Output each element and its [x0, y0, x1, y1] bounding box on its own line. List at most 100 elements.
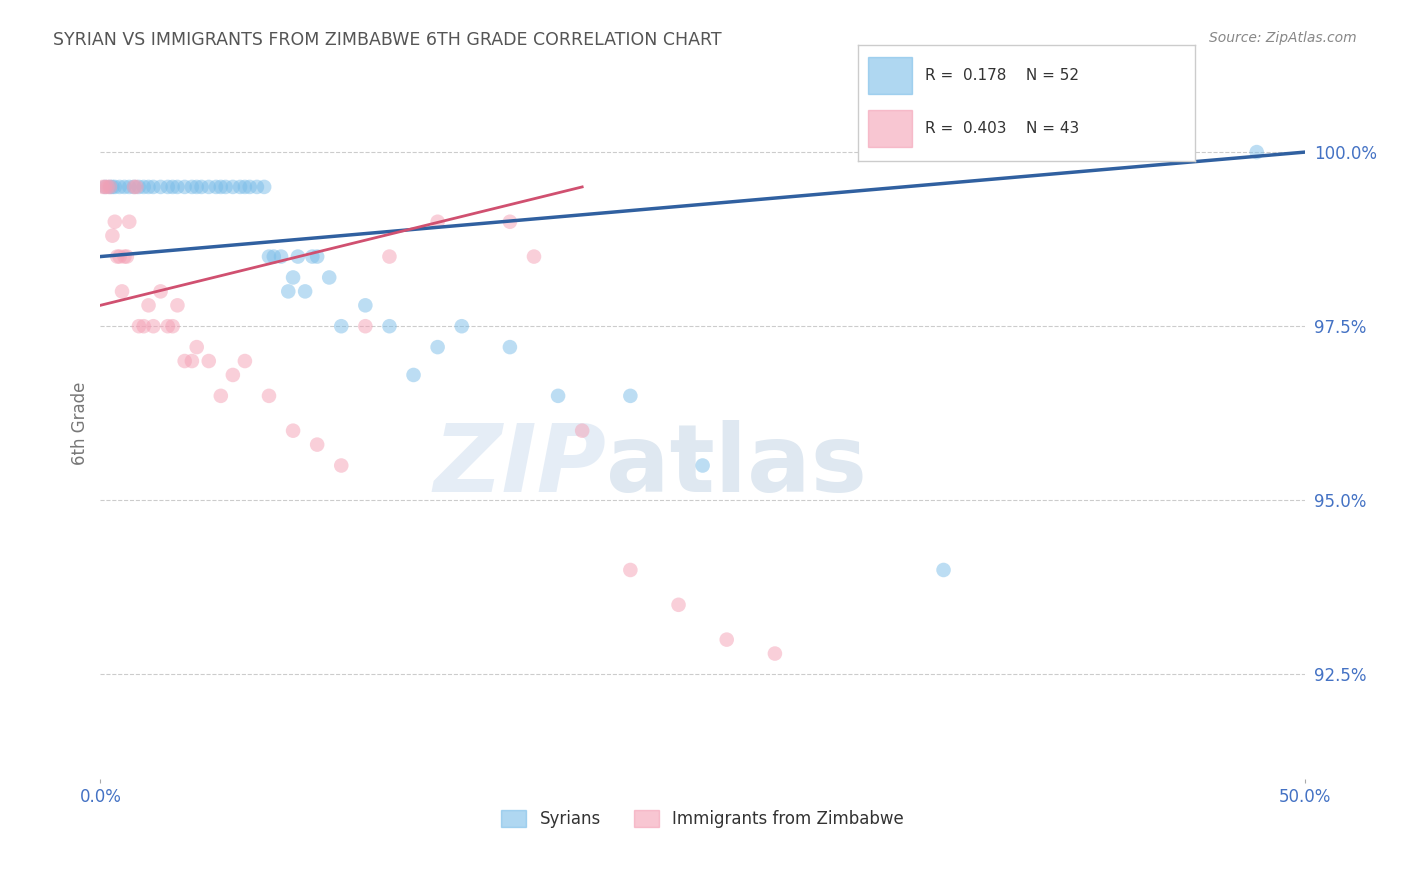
Point: [354, 298, 377, 312]
Point: [138, 298, 160, 312]
Point: [233, 180, 256, 194]
Point: [209, 389, 232, 403]
Point: [222, 368, 245, 382]
Bar: [868, 110, 911, 146]
Text: R =  0.403    N = 43: R = 0.403 N = 43: [925, 120, 1080, 136]
Point: [173, 354, 195, 368]
Point: [156, 319, 179, 334]
Point: [108, 180, 131, 194]
Point: [94, 180, 117, 194]
Point: [619, 563, 641, 577]
Point: [763, 647, 786, 661]
Point: [301, 250, 323, 264]
Point: [122, 180, 145, 194]
Point: [105, 250, 128, 264]
Point: [378, 250, 401, 264]
Point: [257, 250, 280, 264]
Point: [132, 319, 155, 334]
Point: [281, 270, 304, 285]
Point: [142, 180, 165, 194]
Point: [104, 180, 127, 194]
Point: [277, 285, 299, 299]
Point: [547, 389, 569, 403]
Point: [128, 319, 150, 334]
Point: [114, 250, 136, 264]
Point: [180, 354, 202, 368]
Point: [98, 180, 121, 194]
Text: Source: ZipAtlas.com: Source: ZipAtlas.com: [1209, 31, 1357, 45]
Point: [162, 319, 184, 334]
Point: [229, 180, 252, 194]
Point: [281, 424, 304, 438]
Text: SYRIAN VS IMMIGRANTS FROM ZIMBABWE 6TH GRADE CORRELATION CHART: SYRIAN VS IMMIGRANTS FROM ZIMBABWE 6TH G…: [53, 31, 723, 49]
Point: [318, 270, 340, 285]
Point: [108, 250, 131, 264]
Point: [97, 180, 120, 194]
Point: [101, 228, 124, 243]
Point: [1246, 145, 1268, 160]
Point: [132, 180, 155, 194]
Point: [166, 298, 188, 312]
Point: [125, 180, 148, 194]
Point: [111, 285, 134, 299]
Point: [270, 250, 292, 264]
Point: [91, 180, 114, 194]
Point: [173, 180, 195, 194]
Point: [149, 180, 172, 194]
Point: [668, 598, 690, 612]
Point: [197, 180, 219, 194]
Point: [253, 180, 276, 194]
Point: [233, 354, 256, 368]
Point: [378, 319, 401, 334]
Point: [115, 250, 138, 264]
Point: [402, 368, 425, 382]
Point: [239, 180, 262, 194]
Point: [450, 319, 472, 334]
Point: [287, 250, 309, 264]
Point: [499, 215, 522, 229]
Point: [104, 215, 127, 229]
Point: [205, 180, 228, 194]
Point: [571, 424, 593, 438]
Point: [294, 285, 316, 299]
Point: [180, 180, 202, 194]
Point: [354, 319, 377, 334]
Point: [156, 180, 179, 194]
Point: [149, 285, 172, 299]
Point: [118, 215, 141, 229]
Point: [197, 354, 219, 368]
Point: [101, 180, 124, 194]
Point: [190, 180, 212, 194]
Text: atlas: atlas: [606, 420, 868, 512]
Text: R =  0.178    N = 52: R = 0.178 N = 52: [925, 69, 1080, 84]
Point: [307, 250, 329, 264]
Point: [932, 563, 955, 577]
Point: [186, 340, 208, 354]
Point: [214, 180, 236, 194]
Point: [94, 180, 117, 194]
Point: [692, 458, 714, 473]
Point: [186, 180, 208, 194]
Point: [426, 215, 449, 229]
Point: [257, 389, 280, 403]
Point: [122, 180, 145, 194]
Point: [499, 340, 522, 354]
Point: [716, 632, 738, 647]
Point: [307, 437, 329, 451]
Y-axis label: 6th Grade: 6th Grade: [72, 382, 89, 466]
Point: [98, 180, 121, 194]
Point: [209, 180, 232, 194]
Point: [142, 319, 165, 334]
Point: [138, 180, 160, 194]
Point: [222, 180, 245, 194]
Legend: Syrians, Immigrants from Zimbabwe: Syrians, Immigrants from Zimbabwe: [495, 803, 911, 835]
Point: [330, 319, 353, 334]
Bar: [868, 57, 911, 95]
Point: [523, 250, 546, 264]
Point: [426, 340, 449, 354]
Point: [162, 180, 184, 194]
Point: [246, 180, 269, 194]
Point: [118, 180, 141, 194]
Point: [166, 180, 188, 194]
Point: [263, 250, 285, 264]
